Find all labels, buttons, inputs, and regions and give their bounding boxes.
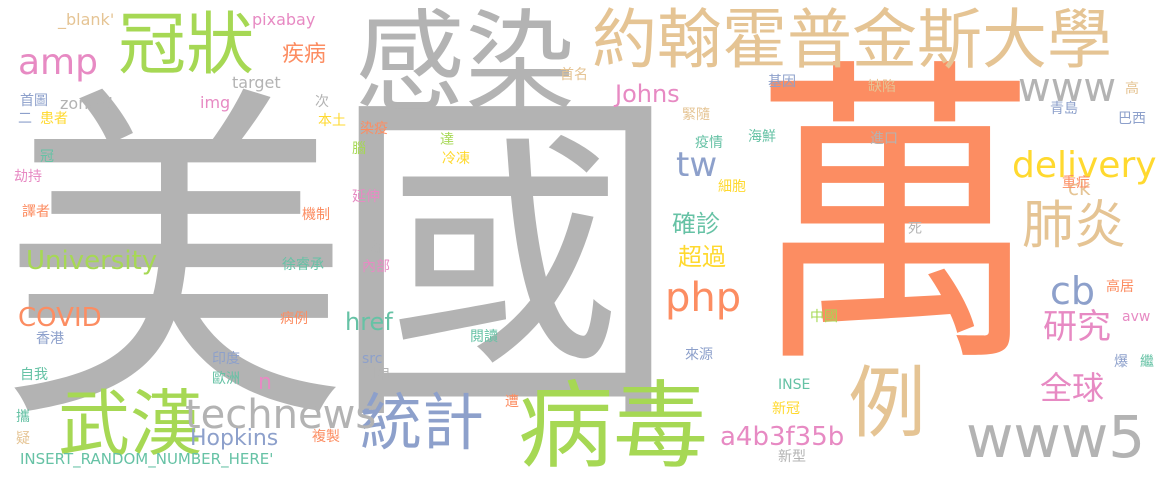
cloud-word: cb [1050, 269, 1096, 313]
cloud-word: 染疫 [360, 121, 388, 137]
cloud-word: href [345, 308, 393, 336]
cloud-word: 武漢 [58, 382, 203, 466]
cloud-word: 腦 [352, 141, 366, 157]
cloud-word: a [368, 234, 382, 259]
cloud-word: 感染 [355, 0, 575, 127]
cloud-word: 繼 [1140, 354, 1154, 370]
cloud-word: www5 [966, 403, 1146, 471]
cloud-word: tw [676, 145, 718, 185]
cloud-word: 閱讀 [470, 329, 498, 345]
cloud-word: 確診 [672, 210, 720, 238]
cloud-word: 徐睿承 [282, 257, 324, 273]
cloud-word: 超過 [678, 243, 726, 271]
cloud-word: www [1018, 65, 1117, 111]
cloud-word: 巴西 [1118, 111, 1146, 127]
cloud-word: zoneid [60, 94, 113, 113]
cloud-word: 歐洲 [212, 371, 240, 387]
cloud-word: 美國 [0, 59, 680, 467]
cloud-word: COVID [18, 303, 102, 333]
cloud-word: 疾病 [282, 42, 327, 67]
cloud-word: 約翰霍普金斯大學 [592, 3, 1113, 78]
cloud-word: _blank' [58, 10, 115, 29]
cloud-word: 緊隨 [682, 107, 710, 123]
cloud-word: 達 [440, 132, 454, 148]
cloud-word: 中國 [810, 309, 838, 325]
cloud-word: 海鮮 [748, 129, 776, 145]
cloud-word: 病例 [280, 311, 308, 327]
cloud-word: 複製 [312, 429, 340, 445]
cloud-word: 譯者 [22, 204, 50, 220]
cloud-word: 本土 [318, 113, 346, 129]
cloud-word: ck [1068, 176, 1091, 200]
cloud-word: 首名 [560, 67, 588, 83]
cloud-word: pixabay [252, 10, 316, 29]
cloud-word: 冠狀 [118, 6, 255, 85]
cloud-word: 二 [18, 111, 32, 127]
cloud-word: INSERT_RANDOM_NUMBER_HERE' [20, 450, 274, 468]
cloud-word: 缺陷 [868, 79, 896, 95]
cloud-word: 肺炎 [1022, 196, 1127, 256]
cloud-word: 新冠 [772, 401, 800, 417]
cloud-word: 疑 [16, 431, 30, 447]
cloud-word: 香港 [36, 331, 64, 347]
cloud-word: technews [185, 392, 377, 438]
cloud-word: 萬 [751, 34, 1039, 406]
cloud-word: 死 [908, 221, 922, 237]
cloud-word: 印度 [212, 351, 240, 367]
cloud-word: img [200, 93, 231, 112]
cloud-word: Hopkins [190, 426, 279, 451]
cloud-word: a4b3f35b [720, 422, 845, 452]
cloud-word: 重症 [1062, 175, 1090, 191]
cloud-word: 劫持 [14, 169, 42, 185]
cloud-word: src [362, 351, 383, 367]
cloud-word: 細胞 [718, 179, 746, 195]
cloud-word: delivery [1012, 145, 1157, 186]
cloud-word: 全球 [1040, 369, 1105, 407]
cloud-word: 次 [315, 94, 329, 110]
cloud-word: 進口 [870, 131, 898, 147]
cloud-word: 遭 [505, 394, 519, 410]
cloud-word: 冷凍 [442, 151, 470, 167]
cloud-word: 機制 [302, 207, 330, 223]
cloud-word: 冠 [40, 149, 54, 165]
cloud-word: 自我 [20, 367, 48, 383]
cloud-word: 來源 [685, 347, 713, 363]
cloud-word: 基因 [768, 74, 796, 90]
cloud-word: amp [18, 42, 98, 83]
cloud-word: n [258, 370, 272, 395]
cloud-word: 高居 [1106, 279, 1134, 295]
cloud-word: University [26, 246, 158, 276]
cloud-word: 疫情 [695, 135, 723, 151]
cloud-word: Johns [615, 80, 680, 108]
cloud-word: 內部 [362, 259, 390, 275]
cloud-word: 患者 [40, 111, 68, 127]
cloud-word: avw [1122, 309, 1151, 325]
cloud-word: 病毒 [518, 372, 709, 482]
cloud-word: 高 [1125, 81, 1139, 97]
cloud-word: 統計 [360, 386, 485, 459]
cloud-word: 青島 [1050, 101, 1078, 117]
cloud-word: 攜 [16, 409, 30, 425]
cloud-word: 研究 [1043, 307, 1111, 347]
cloud-word: php [665, 275, 742, 321]
cloud-word: INSE [778, 377, 811, 393]
cloud-word: 新型 [778, 449, 806, 465]
cloud-word: 例 [848, 359, 927, 449]
cloud-word: target [232, 73, 281, 92]
cloud-word: 利用 [362, 367, 390, 383]
cloud-word: 爆 [1114, 354, 1128, 370]
cloud-word: 首圖 [20, 93, 48, 109]
cloud-word: 延伸 [352, 189, 380, 205]
